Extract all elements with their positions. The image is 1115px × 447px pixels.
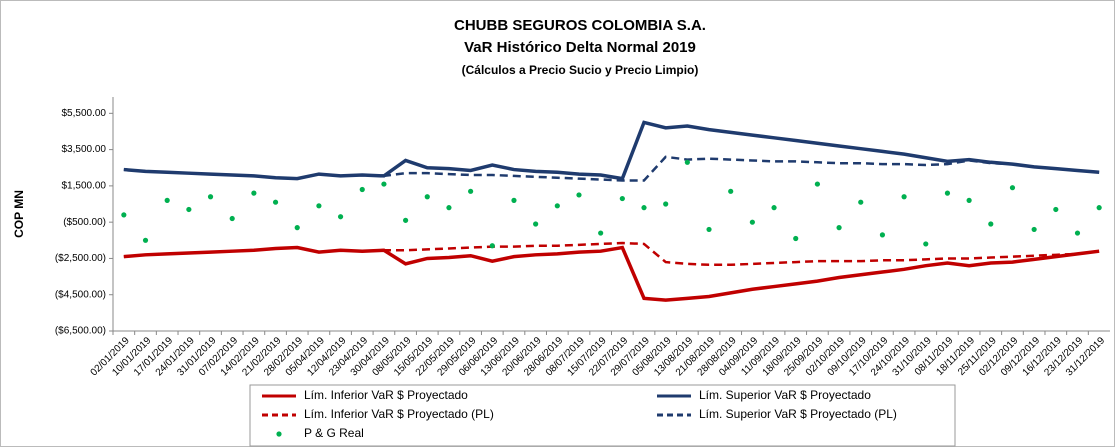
- legend-box: [249, 384, 956, 447]
- chart-subtitle: VaR Histórico Delta Normal 2019: [464, 39, 696, 56]
- chart-note: (Cálculos a Precio Sucio y Precio Limpio…: [462, 63, 699, 77]
- data-point: [576, 192, 582, 198]
- data-point: [793, 235, 799, 242]
- y-axis-label: COP MN: [12, 190, 26, 238]
- data-point: [272, 199, 279, 205]
- data-point: [1053, 206, 1059, 213]
- data-point: [164, 197, 170, 203]
- data-point: [186, 206, 192, 213]
- data-point: [337, 214, 344, 220]
- y-tick-label: $5,500.00: [62, 108, 107, 119]
- data-point: [251, 190, 257, 196]
- data-point: [641, 205, 647, 211]
- data-point: [1009, 185, 1016, 191]
- data-point: [533, 221, 539, 227]
- data-point: [229, 215, 235, 222]
- y-tick-label: ($500.00): [63, 217, 106, 228]
- data-point: [706, 226, 712, 233]
- legend-label: P & G Real: [304, 426, 364, 440]
- data-point: [554, 203, 560, 209]
- data-point: [749, 219, 755, 225]
- data-point: [598, 230, 604, 236]
- data-point: [1096, 205, 1102, 211]
- data-point: [836, 225, 842, 231]
- series-line: [123, 155, 1100, 182]
- data-point: [663, 201, 669, 207]
- chart-title: CHUBB SEGUROS COLOMBIA S.A.: [454, 17, 706, 34]
- legend-label: Lím. Inferior VaR $ Proyectado (PL): [304, 407, 494, 421]
- data-point: [814, 181, 821, 187]
- data-point: [316, 203, 322, 209]
- data-point: [923, 241, 929, 247]
- data-point: [879, 232, 886, 238]
- y-tick-label: ($2,500.00): [55, 253, 106, 264]
- series-line: [123, 241, 1100, 267]
- legend-label: Lím. Inferior VaR $ Proyectado: [304, 388, 468, 402]
- data-point: [402, 217, 409, 223]
- data-point: [511, 197, 517, 203]
- legend-swatch: [276, 431, 282, 437]
- legend-label: Lím. Superior VaR $ Proyectado: [699, 388, 871, 402]
- y-tick-label: ($6,500.00): [55, 326, 106, 337]
- data-point: [966, 197, 972, 203]
- data-point: [988, 221, 994, 227]
- data-point: [142, 237, 149, 243]
- data-point: [728, 188, 734, 194]
- data-point: [359, 186, 365, 193]
- y-tick-label: ($4,500.00): [55, 289, 106, 300]
- y-tick-label: $3,500.00: [62, 144, 107, 155]
- data-point: [1074, 230, 1081, 236]
- data-point: [901, 194, 907, 200]
- data-point: [684, 159, 690, 165]
- data-point: [424, 194, 430, 200]
- data-point: [771, 205, 777, 211]
- data-point: [468, 188, 474, 194]
- legend-label: Lím. Superior VaR $ Proyectado (PL): [699, 407, 897, 421]
- data-point: [858, 199, 864, 205]
- y-tick-label: $1,500.00: [62, 181, 107, 192]
- data-point: [1031, 226, 1037, 233]
- data-point: [294, 225, 300, 231]
- data-point: [381, 181, 387, 187]
- data-point: [489, 243, 495, 249]
- data-point: [619, 195, 625, 202]
- data-point: [944, 190, 951, 196]
- data-point: [121, 212, 127, 218]
- data-point: [446, 205, 452, 211]
- data-point: [207, 194, 214, 200]
